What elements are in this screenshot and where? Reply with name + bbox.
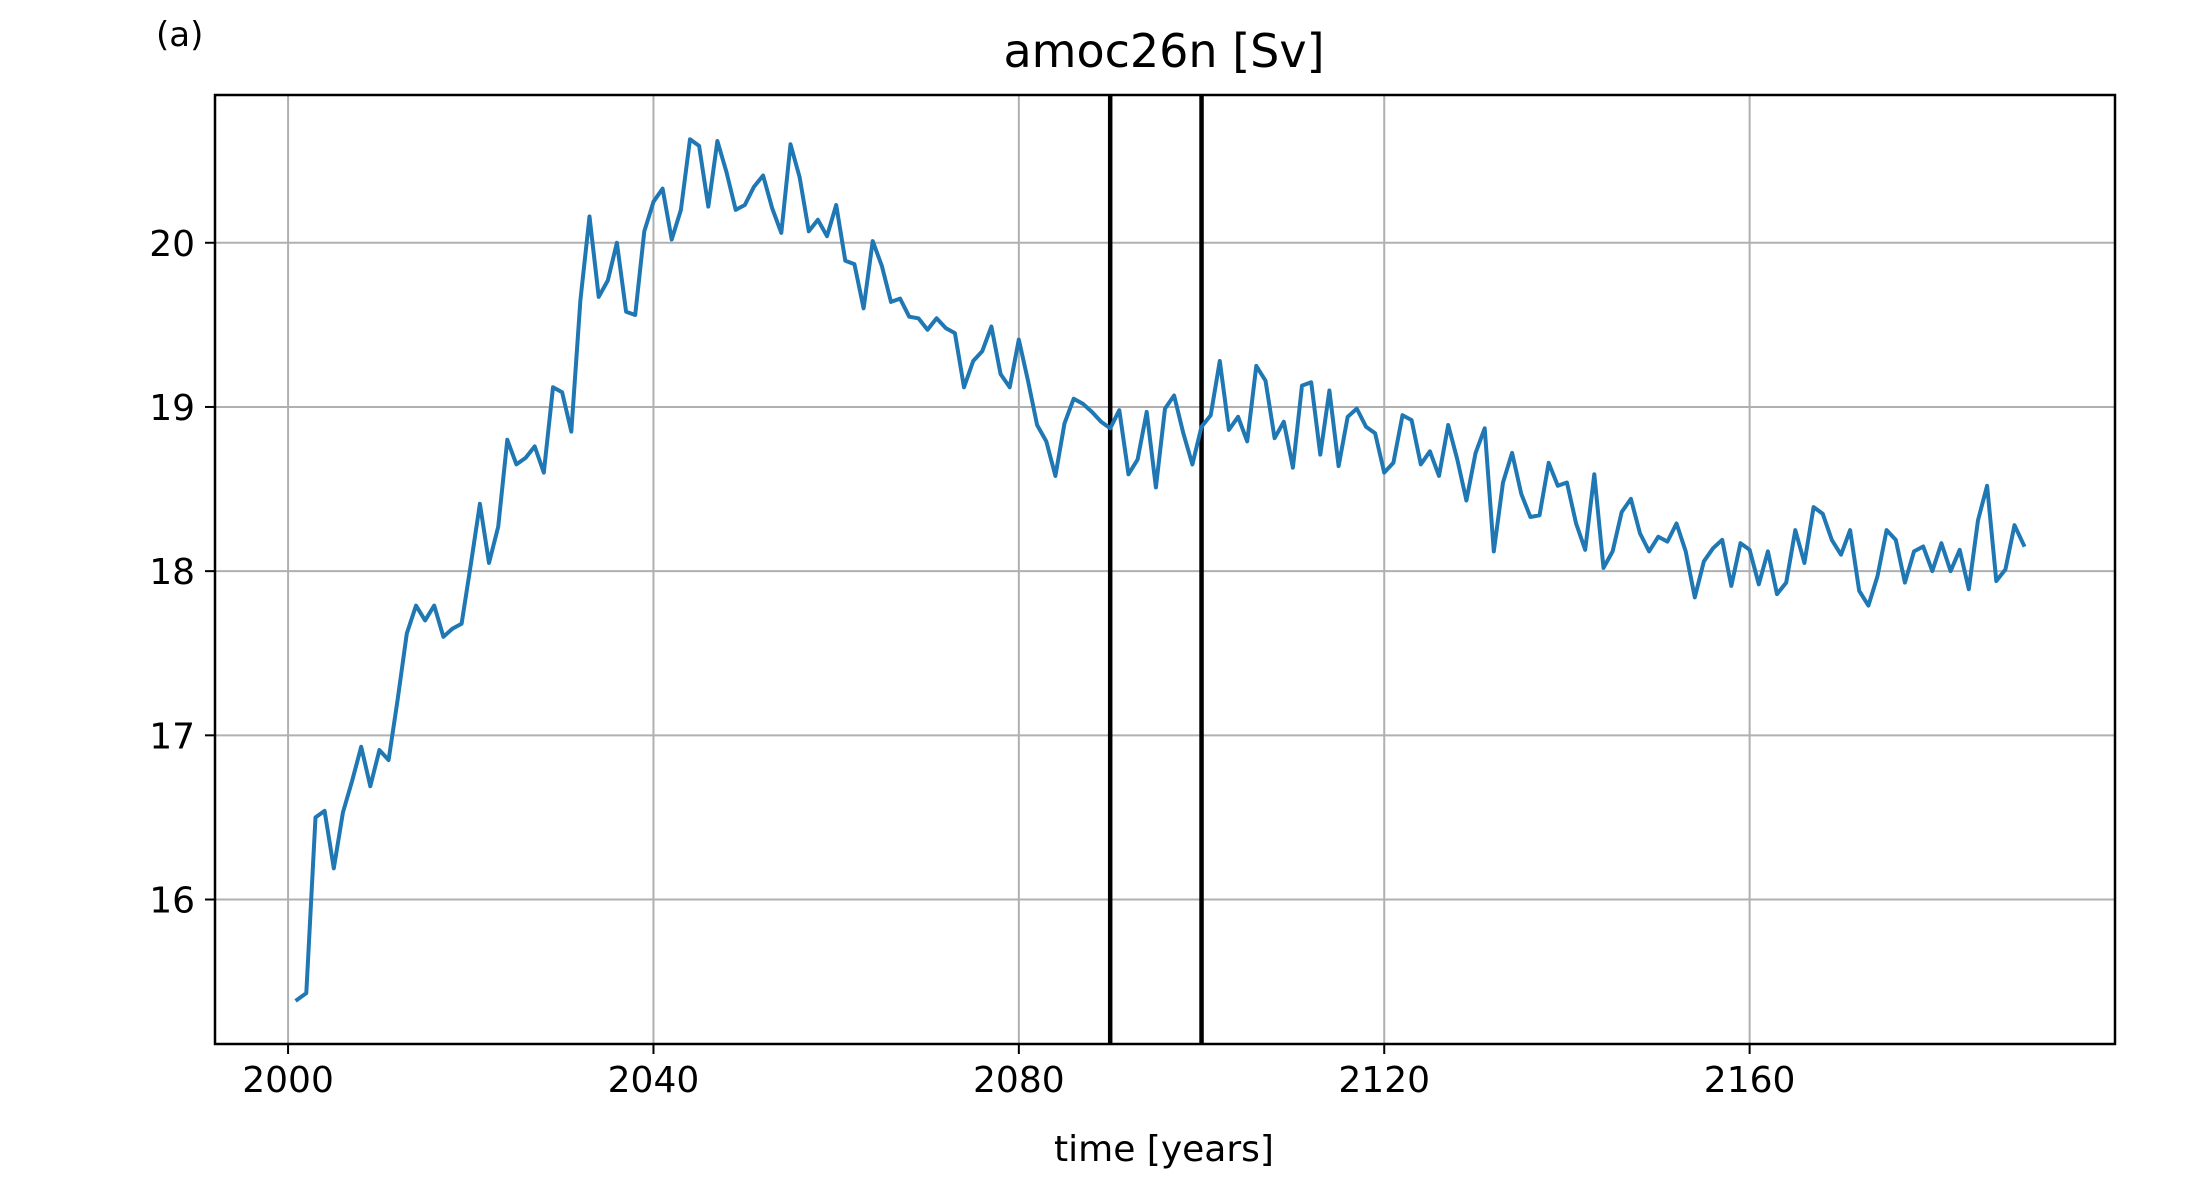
x-axis: 2000 2040 2080 2120 2160 — [242, 1044, 1795, 1101]
reference-lines — [1107, 95, 1204, 1044]
x-tick-label: 2120 — [1338, 1060, 1430, 1101]
series-line — [294, 137, 2027, 1003]
x-tick-label: 2080 — [973, 1060, 1065, 1101]
plot-frame — [213, 93, 2117, 1046]
y-tick-label: 19 — [149, 388, 195, 429]
y-axis: 16 17 18 19 20 — [149, 224, 215, 922]
x-tick-label: 2160 — [1704, 1060, 1796, 1101]
grid — [215, 95, 2115, 1044]
x-tick-label: 2040 — [608, 1060, 700, 1101]
y-tick-label: 17 — [149, 716, 195, 757]
y-tick-label: 16 — [149, 881, 195, 922]
panel-label: (a) — [156, 15, 203, 55]
x-tick-label: 2000 — [242, 1060, 334, 1101]
y-tick-label: 18 — [149, 552, 195, 593]
series-group — [294, 137, 2027, 1003]
chart-title: amoc26n [Sv] — [1003, 24, 1324, 78]
x-axis-label: time [years] — [1054, 1129, 1274, 1170]
y-tick-label: 20 — [149, 224, 195, 265]
